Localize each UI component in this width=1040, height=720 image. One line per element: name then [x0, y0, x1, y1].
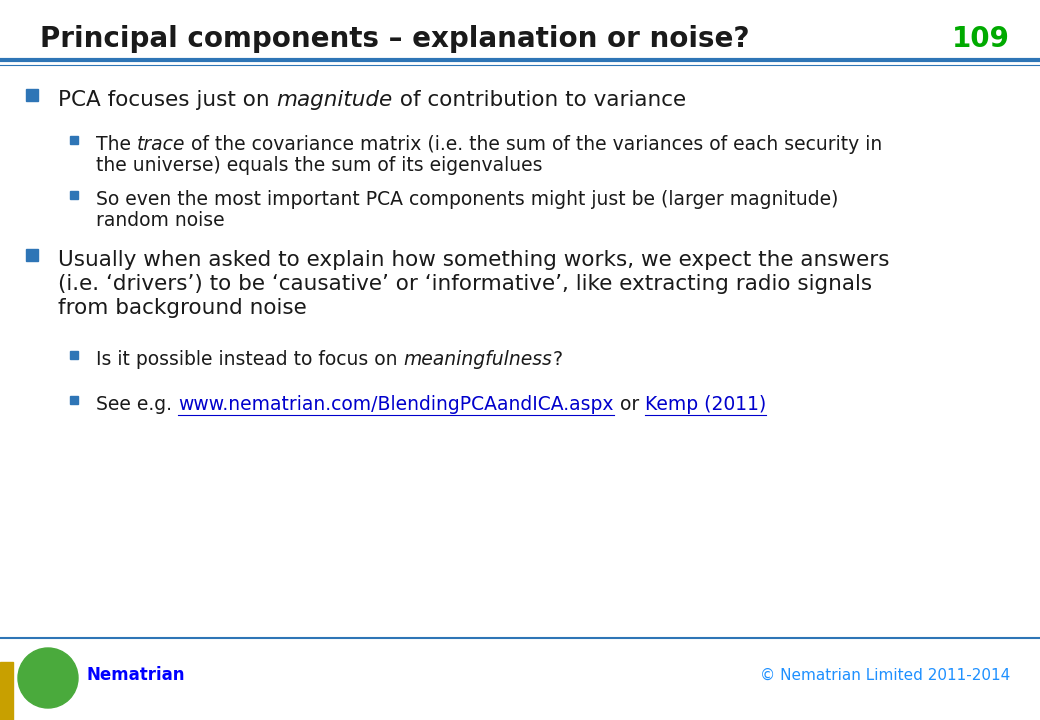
Text: Principal components – explanation or noise?: Principal components – explanation or no…	[40, 25, 750, 53]
Text: of contribution to variance: of contribution to variance	[393, 90, 685, 110]
Text: or: or	[614, 395, 645, 414]
Text: trace: trace	[137, 135, 185, 154]
Text: random noise: random noise	[96, 211, 225, 230]
Text: The: The	[96, 135, 137, 154]
Text: magnitude: magnitude	[277, 90, 393, 110]
Text: © Nematrian Limited 2011-2014: © Nematrian Limited 2011-2014	[760, 667, 1010, 683]
Text: (i.e. ‘drivers’) to be ‘causative’ or ‘informative’, like extracting radio signa: (i.e. ‘drivers’) to be ‘causative’ or ‘i…	[58, 274, 873, 294]
Text: www.nematrian.com/BlendingPCAandICA.aspx: www.nematrian.com/BlendingPCAandICA.aspx	[178, 395, 614, 414]
Text: of the covariance matrix (i.e. the sum of the variances of each security in: of the covariance matrix (i.e. the sum o…	[185, 135, 883, 154]
Text: the universe) equals the sum of its eigenvalues: the universe) equals the sum of its eige…	[96, 156, 543, 175]
Text: PCA focuses just on: PCA focuses just on	[58, 90, 277, 110]
Circle shape	[18, 648, 78, 708]
Text: See e.g.: See e.g.	[96, 395, 178, 414]
Bar	[0, 662, 12, 720]
Text: Is it possible instead to focus on: Is it possible instead to focus on	[96, 350, 404, 369]
Text: Nematrian: Nematrian	[86, 666, 184, 684]
Text: meaningfulness: meaningfulness	[404, 350, 552, 369]
Text: from background noise: from background noise	[58, 298, 307, 318]
Text: Kemp (2011): Kemp (2011)	[645, 395, 766, 414]
Text: Usually when asked to explain how something works, we expect the answers: Usually when asked to explain how someth…	[58, 250, 889, 270]
Text: ?: ?	[552, 350, 563, 369]
Text: So even the most important PCA components might just be (larger magnitude): So even the most important PCA component…	[96, 190, 838, 209]
Text: 109: 109	[953, 25, 1010, 53]
